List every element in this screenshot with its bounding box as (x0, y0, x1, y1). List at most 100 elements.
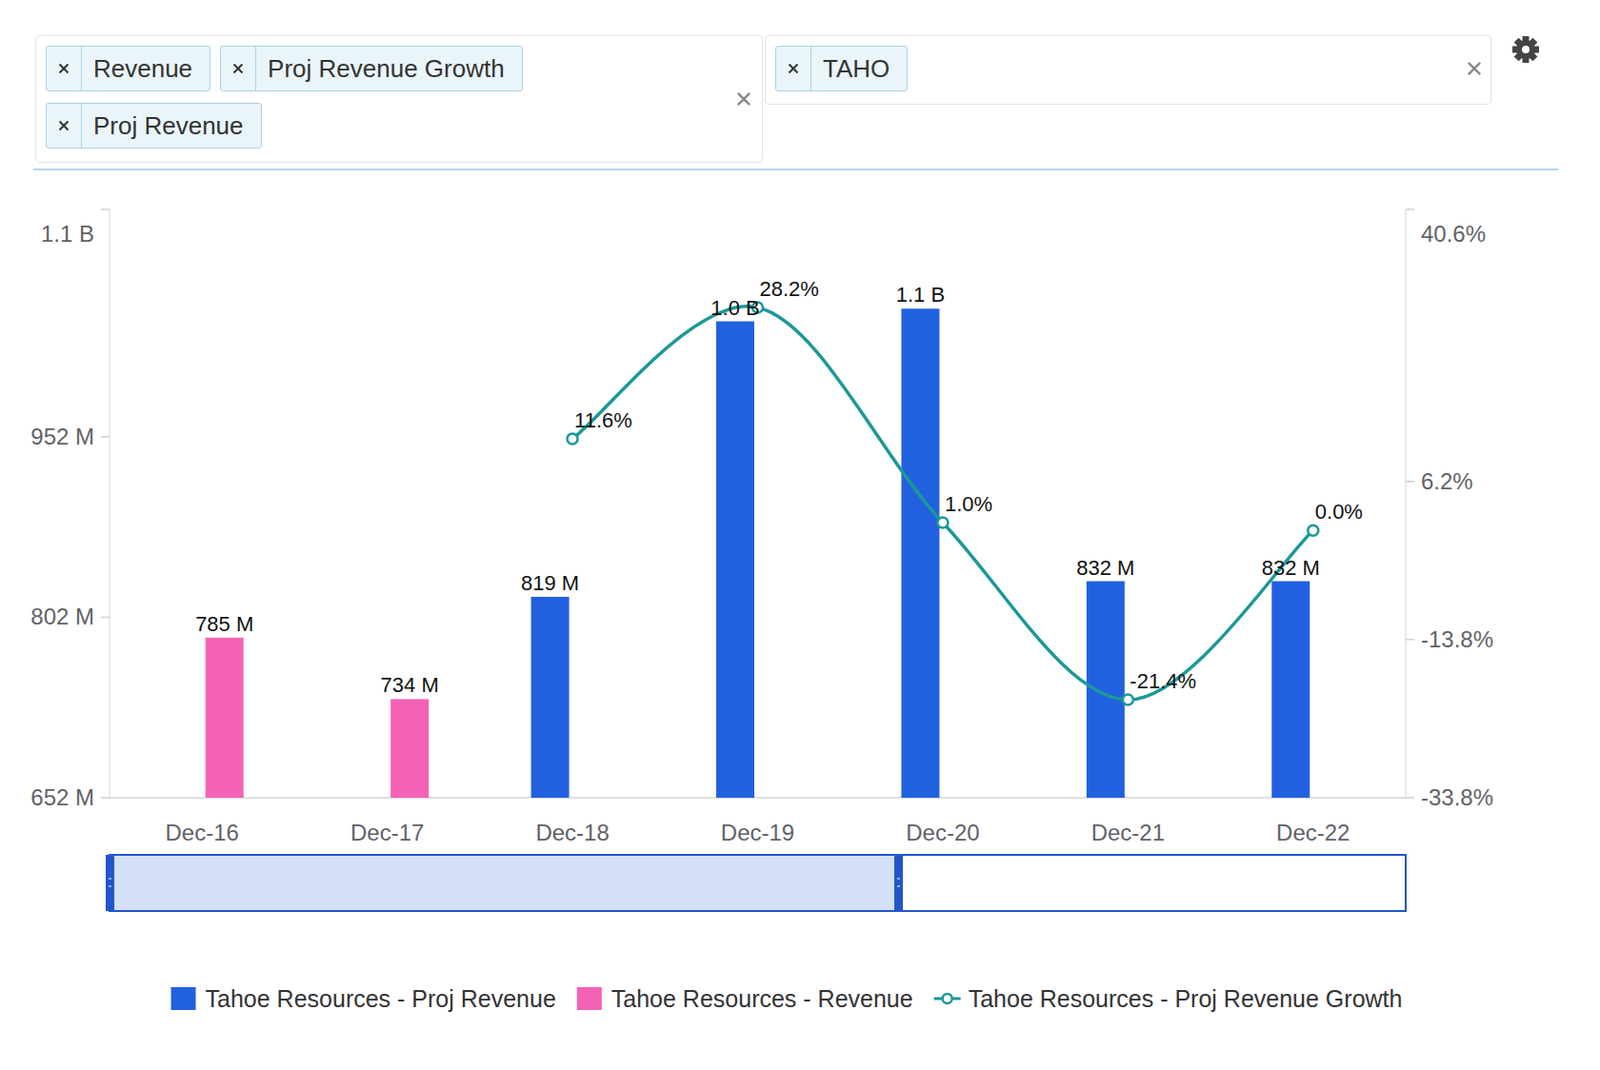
cross-stroke (60, 64, 69, 74)
cross-stroke (1468, 62, 1480, 75)
tag-label: Revenue (81, 54, 210, 84)
handle-grip (108, 886, 112, 888)
tag-label: Proj Revenue (81, 111, 261, 141)
remove-icon[interactable] (1463, 58, 1485, 80)
chart: 652 M 802 M 952 M 1.1 B -33.8% -13.8% 6.2% 40.6… (0, 0, 1600, 1070)
bar (716, 321, 755, 799)
x-tick-label: Dec-21 (1091, 820, 1165, 846)
line-label: 28.2% (760, 277, 820, 301)
x-tick-label: Dec-22 (1276, 820, 1350, 846)
filter-tag[interactable]: Revenue (45, 45, 211, 92)
y-tick (100, 797, 110, 800)
tag-label: Proj Revenue Growth (256, 54, 522, 84)
range-navigator[interactable] (105, 855, 1406, 912)
y-tick-label: 952 M (30, 423, 95, 450)
legend-swatch-marker (942, 994, 953, 1004)
legend-label: Tahoe Resources - Proj Revenue (205, 985, 557, 1013)
line-marker (937, 517, 948, 528)
x-tick-label: Dec-17 (350, 820, 424, 846)
navigator-handle[interactable] (105, 855, 115, 912)
legend-item[interactable]: Tahoe Resources - Proj Revenue Growth (934, 985, 1403, 1013)
bar-label: 1.0 B (710, 296, 760, 320)
legend-swatch (577, 987, 602, 1011)
y-axis-line (108, 209, 111, 799)
y2-tick (1405, 208, 1415, 211)
ticker-picker[interactable]: TAHO (764, 35, 1492, 105)
y-tick (100, 436, 110, 439)
separator (33, 168, 1559, 171)
line-label: 0.0% (1315, 500, 1363, 524)
cross-stroke (60, 64, 69, 74)
filter-tag[interactable]: TAHO (775, 45, 908, 92)
bar-label: 832 M (1076, 556, 1135, 580)
tag-remove[interactable] (776, 46, 812, 91)
handle-grip (897, 886, 900, 888)
line-marker (567, 433, 579, 444)
y2-tick (1405, 639, 1415, 641)
gear-body (1516, 40, 1536, 60)
bar (531, 597, 570, 799)
line-label: -21.4% (1129, 669, 1197, 694)
handle-grip (897, 879, 900, 880)
remove-icon[interactable] (785, 60, 801, 77)
plot-area (205, 302, 1320, 800)
legend: Tahoe Resources - Proj Revenue Tahoe Reso… (171, 985, 1403, 1013)
y2-tick-label: 40.6% (1420, 220, 1486, 247)
x-tick-label: Dec-20 (905, 820, 980, 846)
y2-axis-line (1404, 209, 1407, 799)
cross-stroke (60, 121, 69, 131)
gear-hole (1521, 45, 1530, 54)
x-tick-label: Dec-18 (535, 820, 609, 846)
legend-item[interactable]: Tahoe Resources - Proj Revenue (171, 985, 557, 1013)
tag-remove[interactable] (46, 46, 82, 91)
y-tick-label: 1.1 B (40, 220, 95, 247)
y-tick (100, 208, 110, 211)
bar (1271, 581, 1310, 799)
x-tick-label: Dec-16 (165, 820, 240, 846)
bar-label: 785 M (195, 612, 254, 637)
tag-remove[interactable] (46, 103, 82, 148)
x-axis-line (109, 797, 1406, 800)
y-tick-label: 802 M (30, 603, 95, 630)
remove-icon[interactable] (733, 88, 755, 110)
bar-label: 832 M (1261, 556, 1320, 580)
handle-grip (108, 879, 112, 880)
legend-swatch (171, 987, 197, 1011)
tag-remove[interactable] (220, 46, 257, 91)
axes: 652 M 802 M 952 M 1.1 B -33.8% -13.8% 6.2% 40.6… (30, 209, 1494, 846)
cross-stroke (789, 64, 799, 74)
legend-label: Tahoe Resources - Proj Revenue Growth (968, 985, 1403, 1013)
legend-item[interactable]: Tahoe Resources - Revenue (577, 985, 914, 1013)
y2-tick (1405, 797, 1415, 800)
x-tick-label: Dec-19 (720, 820, 795, 846)
line (572, 306, 1314, 700)
remove-icon[interactable] (56, 118, 72, 134)
line-marker (1122, 695, 1134, 706)
filter-tag[interactable]: Proj Revenue Growth (220, 45, 523, 92)
navigator-window[interactable] (109, 855, 899, 912)
cross-stroke (1468, 62, 1480, 75)
y2-tick-label: 6.2% (1420, 468, 1474, 495)
filter-tag[interactable]: Proj Revenue (45, 102, 262, 149)
metric-picker[interactable]: Revenue Proj Revenue Growth Proj Revenue (35, 35, 763, 163)
y2-tick-label: -13.8% (1420, 626, 1494, 653)
data-labels: 819 M1.0 B1.1 B832 M832 M785 M734 M11.6%… (195, 277, 1363, 698)
settings-icon[interactable] (1512, 36, 1540, 63)
navigator-handle[interactable] (894, 855, 903, 912)
cross-stroke (234, 64, 243, 74)
remove-icon[interactable] (230, 60, 246, 77)
y2-tick-label: -33.8% (1420, 784, 1494, 811)
cross-stroke (234, 64, 243, 74)
y-tick-label: 652 M (30, 784, 95, 811)
cross-stroke (738, 93, 750, 105)
legend-label: Tahoe Resources - Revenue (611, 985, 914, 1013)
line-marker (1307, 525, 1319, 537)
bar-label: 819 M (520, 571, 580, 596)
bar (390, 699, 429, 799)
bar-label: 1.1 B (896, 282, 945, 307)
bar-label: 734 M (380, 673, 440, 698)
remove-icon[interactable] (56, 60, 72, 77)
line-label: 1.0% (944, 492, 993, 517)
cross-stroke (60, 121, 69, 131)
bar (900, 308, 940, 799)
